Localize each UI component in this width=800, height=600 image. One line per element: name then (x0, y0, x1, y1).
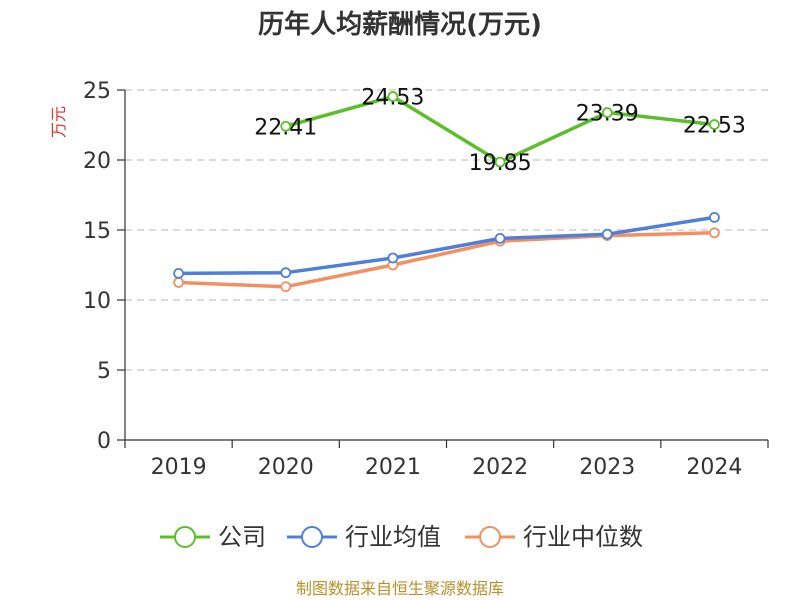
data-label: 22.41 (254, 115, 317, 140)
x-tick-labels: 2019 2020 2021 2022 2023 2024 (151, 455, 743, 480)
x-tick-label: 2021 (365, 455, 421, 480)
legend-item-2[interactable]: 行业中位数 (465, 523, 643, 551)
data-point (494, 232, 506, 244)
series-0 (280, 91, 720, 168)
series-group (173, 91, 720, 293)
legend-item-1[interactable]: 行业均值 (287, 523, 441, 551)
x-tick-label: 2023 (579, 455, 635, 480)
data-point (387, 91, 399, 102)
y-tick-label: 5 (97, 359, 111, 384)
legend-item-0[interactable]: 公司 (160, 523, 266, 551)
legend-swatch-marker (174, 526, 196, 548)
y-tick-label: 15 (83, 219, 111, 244)
series-line-1 (176, 215, 717, 276)
legend-label: 行业均值 (345, 523, 441, 551)
series-1 (173, 211, 720, 279)
data-point (709, 211, 720, 223)
y-tick-label: 25 (83, 79, 111, 104)
legend-swatch-marker (479, 526, 501, 548)
data-point (280, 267, 292, 279)
series-line-2 (176, 231, 717, 289)
x-tick-label: 2019 (151, 455, 207, 480)
data-labels: 22.41 24.53 19.85 23.39 22.53 (254, 86, 746, 177)
gridlines (125, 89, 768, 371)
data-point (709, 227, 720, 239)
chart-title: 历年人均薪酬情况(万元) (258, 9, 542, 40)
y-tick-label: 20 (83, 149, 111, 174)
data-point (280, 120, 292, 132)
legend-label: 行业中位数 (523, 523, 643, 551)
data-point (387, 252, 399, 264)
legend-label: 公司 (218, 523, 266, 551)
x-tick-label: 2022 (472, 455, 528, 480)
y-tick-label: 10 (83, 289, 111, 314)
data-point (601, 228, 613, 240)
data-point (173, 277, 184, 288)
source-note: 制图数据来自恒生聚源数据库 (296, 579, 504, 598)
y-tick-label: 0 (97, 429, 111, 454)
data-point (173, 267, 184, 279)
data-label: 24.53 (361, 86, 424, 111)
data-point (494, 156, 506, 168)
data-point (601, 107, 613, 118)
legend[interactable]: 公司 行业均值 行业中位数 (160, 523, 643, 551)
data-point (280, 281, 292, 293)
data-label: 19.85 (469, 151, 532, 176)
legend-swatch-marker (301, 526, 323, 548)
y-tick-labels: 0 5 10 15 20 25 (83, 79, 111, 454)
data-label: 22.53 (683, 114, 746, 139)
series-2 (173, 227, 720, 293)
data-label: 23.39 (576, 102, 639, 127)
x-tick-label: 2020 (258, 455, 314, 480)
y-axis-label: 万元 (49, 106, 68, 138)
x-tick-label: 2024 (686, 455, 742, 480)
axes (117, 89, 769, 448)
data-point (709, 119, 720, 130)
